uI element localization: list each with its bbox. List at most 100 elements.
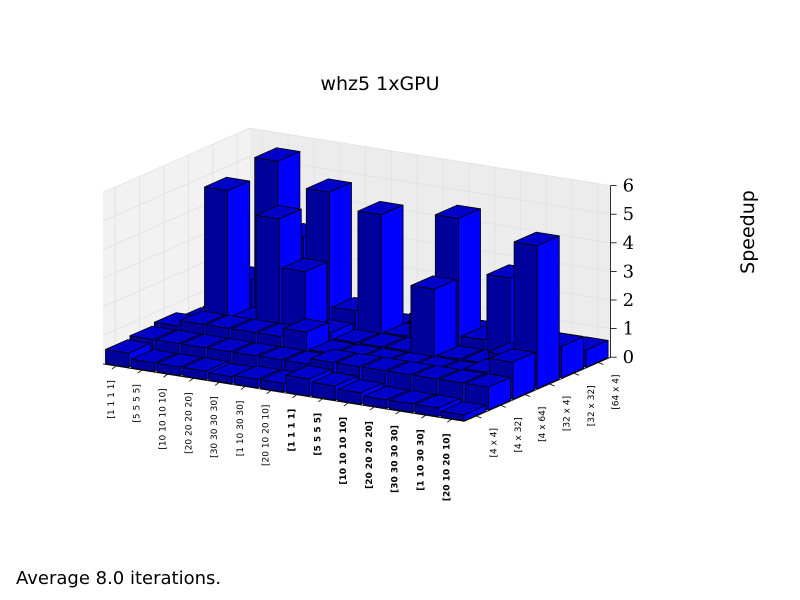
footer-note: Average 8.0 iterations. bbox=[16, 568, 222, 589]
bar-top-face bbox=[234, 365, 281, 380]
z-tick-label: 1 bbox=[623, 319, 634, 340]
bar-top-face bbox=[440, 401, 487, 416]
z-tick-label: 2 bbox=[623, 290, 634, 311]
y-tick-label: [4 x 32] bbox=[514, 417, 524, 452]
bar-top-face bbox=[363, 386, 410, 401]
x-tick-mark bbox=[163, 373, 168, 378]
bar-top-face bbox=[255, 205, 302, 220]
bar-top-face bbox=[311, 372, 358, 387]
x-tick-mark bbox=[111, 365, 117, 370]
z-tick-label: 6 bbox=[623, 176, 634, 197]
grid-line bbox=[249, 156, 611, 215]
grid-line bbox=[102, 156, 250, 222]
bar-top-face bbox=[361, 356, 408, 372]
bar-top-face bbox=[179, 310, 226, 325]
x-tick-mark bbox=[421, 414, 426, 419]
bar-top-face bbox=[281, 257, 328, 273]
x-tick-label: [30 30 30 30] bbox=[391, 425, 401, 493]
bar-4-6 bbox=[357, 200, 404, 350]
bar-top-face bbox=[413, 365, 460, 380]
bar-top-face bbox=[130, 349, 177, 364]
bar-top-face bbox=[105, 339, 152, 354]
y-tick-label: [32 x 32] bbox=[587, 385, 597, 426]
bar-top-face bbox=[204, 176, 251, 192]
y-tick-mark bbox=[549, 383, 555, 387]
x-tick-mark bbox=[343, 402, 349, 407]
bar-side-face bbox=[536, 235, 560, 390]
tick-labels: 0 1 2 3 4 5 6 [1 1 1 1] [5 5 5 5] [10 10 10 10] [2… bbox=[107, 176, 634, 502]
bar-top-face bbox=[181, 333, 228, 349]
x-tick-mark bbox=[240, 386, 246, 390]
bar-top-face bbox=[305, 178, 352, 193]
x-tick-label: [5 5 5 5] bbox=[133, 384, 143, 423]
y-axis-line bbox=[464, 356, 611, 422]
bar-top-face bbox=[182, 357, 229, 372]
x-tick-label: [30 30 30 30] bbox=[210, 396, 220, 457]
y-tick-label: [64 x 4] bbox=[611, 375, 621, 410]
bar-top-face bbox=[410, 275, 457, 290]
bar-top-face bbox=[310, 348, 357, 363]
bar-top-face bbox=[156, 353, 203, 368]
bar-1-13 bbox=[464, 373, 511, 411]
bar-top-face bbox=[231, 318, 278, 333]
bar-top-face bbox=[388, 390, 435, 405]
bar-top-face bbox=[308, 339, 355, 354]
x-axis-line bbox=[102, 363, 465, 422]
x-tick-label: [10 10 10 10] bbox=[339, 417, 349, 485]
z-axis-label: Speedup bbox=[737, 190, 759, 274]
x-tick-mark bbox=[447, 419, 452, 423]
bar-top-face bbox=[357, 200, 404, 216]
bar-top-face bbox=[337, 379, 384, 394]
z-tick-label: 0 bbox=[623, 347, 634, 368]
z-tick-label: 4 bbox=[623, 233, 634, 254]
y-tick-mark bbox=[598, 362, 604, 365]
bar-top-face bbox=[285, 365, 332, 380]
x-tick-mark bbox=[395, 410, 400, 415]
x-tick-label: [10 10 10 10] bbox=[159, 388, 169, 449]
x-tick-label: [1 1 1 1] bbox=[107, 380, 117, 419]
y-tick-mark bbox=[573, 372, 580, 376]
bar-top-face bbox=[333, 328, 380, 344]
y-tick-label: [4 x 4] bbox=[489, 428, 499, 458]
grid-line bbox=[249, 127, 611, 186]
bar-top-face bbox=[155, 329, 202, 345]
bar-top-face bbox=[232, 342, 279, 357]
bar-top-face bbox=[464, 373, 511, 388]
z-tick-label: 3 bbox=[623, 261, 634, 282]
bar-top-face bbox=[489, 348, 536, 363]
x-tick-label: [20 20 20 20] bbox=[365, 421, 375, 489]
y-tick-mark bbox=[525, 394, 531, 398]
chart-title: whz5 1xGPU bbox=[320, 73, 439, 95]
x-tick-mark bbox=[266, 390, 271, 394]
y-tick-mark bbox=[500, 404, 506, 408]
x-tick-mark bbox=[292, 394, 297, 399]
bar-top-face bbox=[129, 325, 176, 340]
bar-top-face bbox=[414, 394, 461, 409]
bar-top-face bbox=[513, 231, 560, 247]
x-tick-mark bbox=[214, 382, 220, 386]
bar-front-face bbox=[357, 210, 382, 350]
bars bbox=[105, 147, 609, 422]
x-tick-mark bbox=[189, 378, 194, 382]
bar-top-face bbox=[439, 369, 486, 384]
y-tick-mark bbox=[476, 415, 482, 419]
bar-top-face bbox=[434, 204, 481, 219]
bar-top-face bbox=[387, 361, 434, 376]
x-tick-label: [20 20 20 20] bbox=[184, 392, 194, 453]
bar-top-face bbox=[335, 352, 382, 368]
x-tick-mark bbox=[369, 406, 375, 411]
bar-top-face bbox=[358, 333, 405, 348]
bar-top-face bbox=[206, 338, 253, 353]
y-tick-label: [4 x 64] bbox=[538, 407, 548, 442]
z-tick-label: 5 bbox=[623, 204, 634, 225]
x-tick-mark bbox=[137, 369, 142, 374]
bar-top-face bbox=[258, 346, 305, 361]
bar-top-face bbox=[282, 318, 329, 333]
x-tick-label: [5 5 5 5] bbox=[313, 413, 323, 456]
bar-top-face bbox=[254, 147, 301, 162]
bar-top-face bbox=[205, 314, 252, 329]
x-tick-label: [1 10 30 30] bbox=[417, 429, 427, 490]
grid-line bbox=[102, 127, 250, 193]
x-tick-label: [20 10 20 10] bbox=[262, 405, 272, 466]
